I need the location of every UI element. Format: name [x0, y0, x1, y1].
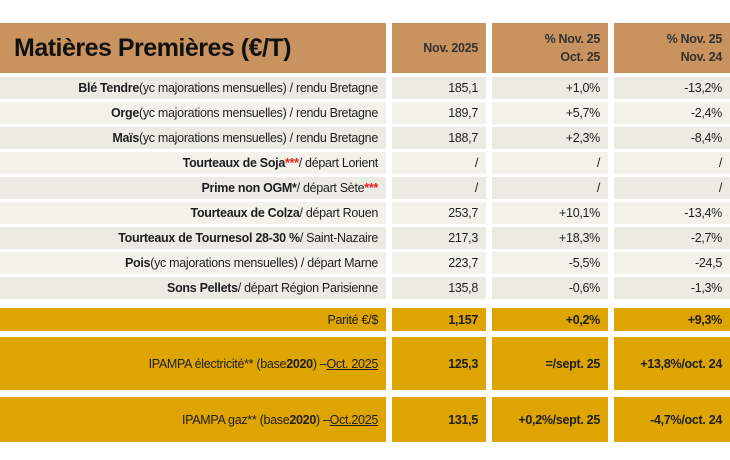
row-mom-value: -0,6% [492, 277, 608, 299]
row-mom-value: +10,1% [492, 202, 608, 224]
row-yoy-value: -1,3% [614, 277, 730, 299]
row-price-value: 135,8 [392, 277, 486, 299]
row-price-value: / [392, 152, 486, 174]
row-mom-value: +18,3% [492, 227, 608, 249]
label-segment: Oct.2025 [329, 412, 379, 427]
label-segment: Pois [125, 256, 151, 270]
row-yoy-value: -2,7% [614, 227, 730, 249]
row-price-value: 189,7 [392, 102, 486, 124]
row-yoy-value: / [614, 152, 730, 174]
row-price-value: 1,157 [392, 308, 486, 331]
row-label: IPAMPA électricité** (base 2020) – Oct. … [0, 337, 386, 390]
row-yoy-value: -4,7%/oct. 24 [614, 397, 730, 442]
row-label: Tourteaux de Tournesol 28-30 % / Saint-N… [0, 227, 386, 249]
row-mom-value: / [492, 152, 608, 174]
label-segment: Tourteaux de Soja [182, 156, 286, 170]
label-segment: (yc majorations mensuelles) / rendu Bret… [138, 106, 378, 120]
label-segment: Oct. 2025 [326, 356, 379, 371]
label-segment: ) – [312, 356, 327, 371]
row-label: Orge (yc majorations mensuelles) / rendu… [0, 102, 386, 124]
label-segment: Orge [111, 106, 139, 120]
row-price-value: 217,3 [392, 227, 486, 249]
label-segment: Maïs [112, 131, 139, 145]
row-mom-value: -5,5% [492, 252, 608, 274]
row-yoy-value: / [614, 177, 730, 199]
table-title: Matières Premières (€/T) [0, 23, 386, 73]
label-segment: Sons Pellets [167, 281, 238, 295]
label-segment: IPAMPA électricité** (base [148, 356, 287, 371]
label-segment: (yc majorations mensuelles) / départ Mar… [150, 256, 378, 270]
column-header-price: Nov. 2025 [392, 23, 486, 73]
row-mom-value: +0,2%/sept. 25 [492, 397, 608, 442]
row-price-value: 125,3 [392, 337, 486, 390]
row-mom-value: +5,7% [492, 102, 608, 124]
label-segment: ) – [315, 412, 330, 427]
label-segment: / départ Rouen [299, 206, 379, 220]
row-yoy-value: -13,4% [614, 202, 730, 224]
column-header-month-change: % Nov. 25 Oct. 25 [492, 23, 608, 73]
row-price-value: 188,7 [392, 127, 486, 149]
row-mom-value: +0,2% [492, 308, 608, 331]
row-label: Maïs (yc majorations mensuelles) / rendu… [0, 127, 386, 149]
label-segment: Prime non OGM* [201, 181, 297, 195]
row-mom-value: +1,0% [492, 77, 608, 99]
row-price-value: 253,7 [392, 202, 486, 224]
label-segment: Tourteaux de Tournesol 28-30 % [118, 231, 300, 245]
row-yoy-value: -8,4% [614, 127, 730, 149]
row-label: Prime non OGM* / départ Sète *** [0, 177, 386, 199]
row-yoy-value: -13,2% [614, 77, 730, 99]
row-label: Pois (yc majorations mensuelles) / dépar… [0, 252, 386, 274]
row-yoy-value: -2,4% [614, 102, 730, 124]
label-segment: (yc majorations mensuelles) / rendu Bret… [138, 131, 378, 145]
label-segment: Parité €/$ [327, 312, 378, 327]
label-segment: 2020 [286, 356, 313, 371]
row-price-value: / [392, 177, 486, 199]
label-segment: / Saint-Nazaire [299, 231, 378, 245]
footnote-marker: *** [285, 156, 299, 170]
row-yoy-value: -24,5 [614, 252, 730, 274]
row-label: Blé Tendre (yc majorations mensuelles) /… [0, 77, 386, 99]
label-segment: Blé Tendre [78, 81, 139, 95]
label-segment: Tourteaux de Colza [190, 206, 300, 220]
label-segment: IPAMPA gaz** (base [181, 412, 290, 427]
row-label: Sons Pellets / départ Région Parisienne [0, 277, 386, 299]
footnote-marker: *** [364, 181, 378, 195]
row-price-value: 131,5 [392, 397, 486, 442]
column-header-line: % Nov. 25 [666, 32, 723, 46]
row-mom-value: +2,3% [492, 127, 608, 149]
row-label: Tourteaux de Soja *** / départ Lorient [0, 152, 386, 174]
column-header-line: % Nov. 25 [544, 32, 601, 46]
label-segment: / départ Région Parisienne [237, 281, 379, 295]
row-mom-value: =/sept. 25 [492, 337, 608, 390]
column-header-year-change: % Nov. 25 Nov. 24 [614, 23, 730, 73]
row-label: Tourteaux de Colza / départ Rouen [0, 202, 386, 224]
column-header-line: Nov. 24 [680, 50, 723, 64]
row-label: Parité €/$ [0, 308, 386, 331]
column-header-line: Oct. 25 [560, 50, 600, 64]
label-segment: (yc majorations mensuelles) / rendu Bret… [138, 81, 378, 95]
row-yoy-value: +9,3% [614, 308, 730, 331]
row-price-value: 223,7 [392, 252, 486, 274]
row-mom-value: / [492, 177, 608, 199]
label-segment: 2020 [289, 412, 316, 427]
row-yoy-value: +13,8%/oct. 24 [614, 337, 730, 390]
label-segment: / départ Lorient [298, 156, 379, 170]
row-price-value: 185,1 [392, 77, 486, 99]
label-segment: / départ Sète [296, 181, 365, 195]
row-label: IPAMPA gaz** (base 2020) – Oct.2025 [0, 397, 386, 442]
